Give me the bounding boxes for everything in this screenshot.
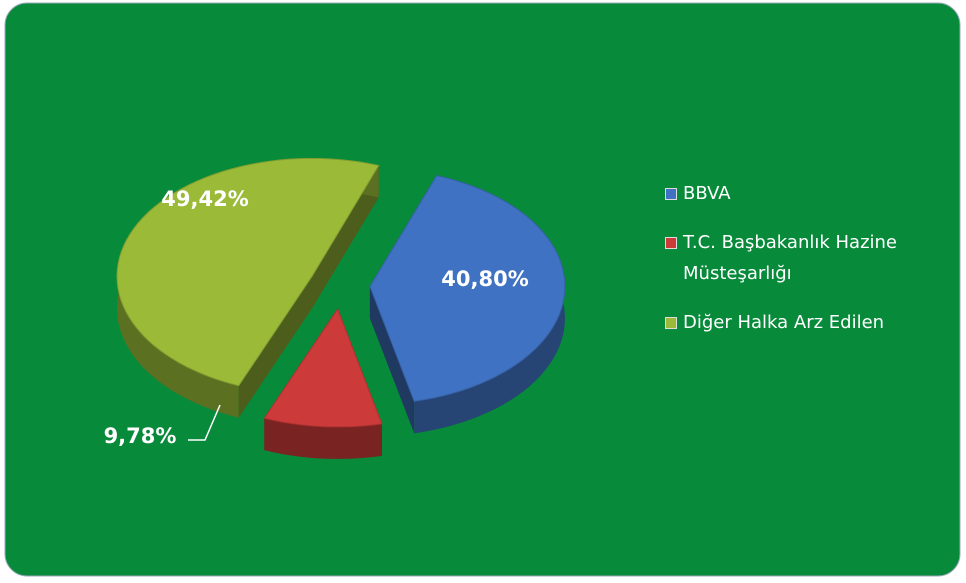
slice-wall [369,286,415,434]
slice [116,157,380,418]
legend-swatch [665,188,677,200]
slice-side [264,418,382,459]
legend-item: BBVA [663,178,953,209]
legend-swatch [665,237,677,249]
leader-line [188,404,221,441]
legend: BBVA T.C. Başbakanlık Hazine Müsteşarlığı… [663,178,953,356]
value-label: 49,42% [161,187,248,211]
legend-swatch [665,317,677,329]
slice [369,174,566,434]
slice-wall [312,165,379,309]
slice-wall [238,276,313,418]
slice-top [263,307,383,428]
legend-item: T.C. Başbakanlık Hazine Müsteşarlığı [663,227,953,289]
legend-label: Diğer Halka Arz Edilen [683,312,885,333]
slice-top [369,174,566,402]
slice-top [116,157,380,387]
value-label: 40,80% [441,267,528,291]
legend-label: BBVA [683,183,731,204]
slice [263,307,383,459]
legend-label: T.C. Başbakanlık Hazine Müsteşarlığı [683,232,897,284]
legend-item: Diğer Halka Arz Edilen [663,307,953,338]
value-label: 9,78% [104,424,177,448]
pie [116,157,566,459]
